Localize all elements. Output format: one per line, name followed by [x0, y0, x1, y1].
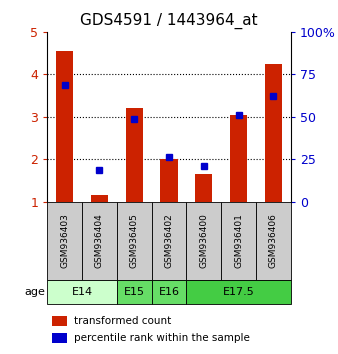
Text: E15: E15: [124, 287, 145, 297]
Text: transformed count: transformed count: [74, 316, 171, 326]
Bar: [195, 174, 213, 202]
FancyBboxPatch shape: [221, 202, 256, 280]
Text: E16: E16: [159, 287, 179, 297]
Text: GSM936406: GSM936406: [269, 213, 278, 268]
Bar: [125, 108, 143, 202]
FancyBboxPatch shape: [152, 202, 186, 280]
Bar: [160, 159, 178, 202]
FancyBboxPatch shape: [47, 202, 82, 280]
Bar: [52, 316, 67, 326]
Bar: [91, 195, 108, 202]
FancyBboxPatch shape: [256, 202, 291, 280]
FancyBboxPatch shape: [152, 280, 186, 304]
Text: GSM936400: GSM936400: [199, 213, 208, 268]
Text: percentile rank within the sample: percentile rank within the sample: [74, 333, 250, 343]
FancyBboxPatch shape: [186, 280, 291, 304]
Text: age: age: [25, 287, 46, 297]
Text: E14: E14: [72, 287, 93, 297]
Bar: [56, 51, 73, 202]
Text: GSM936401: GSM936401: [234, 213, 243, 268]
Text: GSM936405: GSM936405: [130, 213, 139, 268]
FancyBboxPatch shape: [117, 280, 152, 304]
FancyBboxPatch shape: [47, 280, 117, 304]
Title: GDS4591 / 1443964_at: GDS4591 / 1443964_at: [80, 13, 258, 29]
Bar: [265, 64, 282, 202]
Text: GSM936404: GSM936404: [95, 213, 104, 268]
Text: GSM936402: GSM936402: [165, 213, 173, 268]
FancyBboxPatch shape: [186, 202, 221, 280]
Bar: [230, 115, 247, 202]
Text: GSM936403: GSM936403: [60, 213, 69, 268]
Text: E17.5: E17.5: [223, 287, 255, 297]
FancyBboxPatch shape: [117, 202, 152, 280]
Bar: [52, 333, 67, 343]
FancyBboxPatch shape: [82, 202, 117, 280]
